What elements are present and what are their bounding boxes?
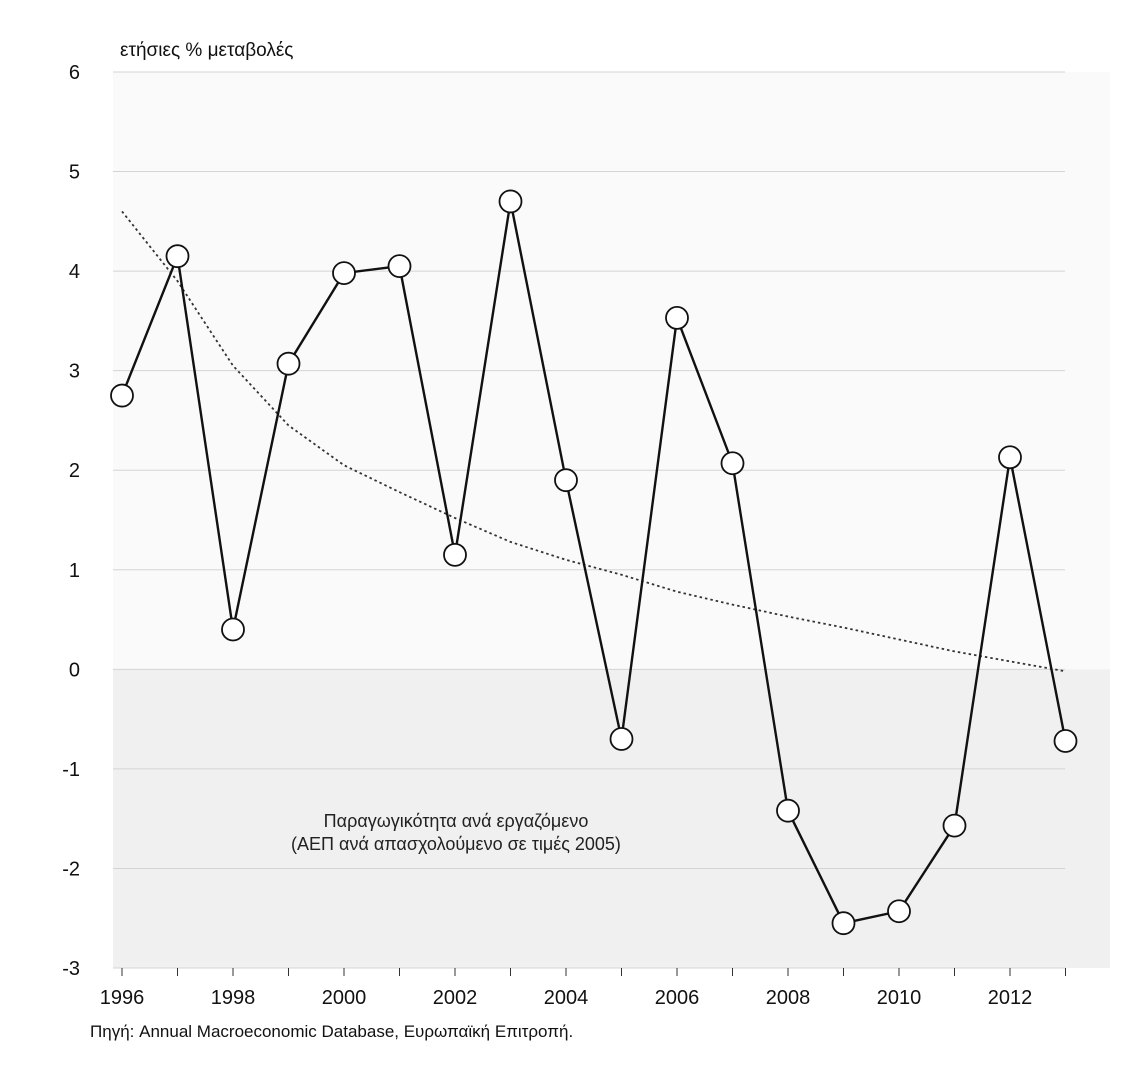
y-tick-label: 2 (69, 460, 80, 482)
data-point (110, 383, 134, 408)
x-tick-label: 2000 (322, 987, 367, 1009)
x-tick-label: 1998 (211, 987, 256, 1009)
annotation-line-1: Παραγωγικότητα ανά εργαζόμενο (324, 811, 589, 831)
data-point (609, 727, 634, 751)
x-tick-label: 1996 (100, 987, 145, 1009)
data-point (387, 254, 412, 279)
data-point (165, 244, 190, 269)
data-point (942, 813, 967, 838)
annotation-line-2: (ΑΕΠ ανά απασχολούμενο σε τιμές 2005) (291, 834, 621, 854)
data-point (887, 899, 911, 924)
data-point (720, 451, 745, 476)
x-tick-label: 2006 (655, 987, 700, 1009)
x-axis-ticks: 1996 1998 2000 2002 2004 2006 2008 2010 2012 (100, 987, 1033, 1009)
y-tick-label: 3 (69, 361, 80, 383)
y-tick-label: 0 (69, 659, 80, 681)
y-tick-label: -1 (62, 759, 80, 781)
x-tick-label: 2004 (544, 987, 589, 1009)
x-tick-label: 2002 (433, 987, 478, 1009)
y-unit-label: ετήσιες % μεταβολές (120, 40, 293, 61)
data-point (443, 542, 467, 567)
data-point (221, 617, 245, 642)
x-tick-label: 2010 (877, 987, 922, 1009)
source-note: Πηγή: Annual Macroeconomic Database, Ευρ… (90, 1022, 573, 1041)
data-point (998, 445, 1022, 470)
data-point (831, 911, 856, 936)
y-tick-label: -2 (62, 858, 80, 880)
x-tick-label: 2008 (766, 987, 811, 1009)
data-point (332, 261, 356, 286)
y-tick-label: -3 (62, 958, 80, 980)
data-point (276, 351, 301, 376)
y-tick-label: 6 (69, 62, 80, 84)
x-tick-label: 2012 (988, 987, 1033, 1009)
data-point (1053, 729, 1078, 753)
trend-curve (121, 210, 1066, 673)
x-axis-tick-marks (121, 968, 1066, 976)
data-point (554, 468, 578, 493)
data-point (498, 189, 523, 214)
gridlines (113, 71, 1065, 969)
negative-value-band (113, 669, 1110, 968)
productivity-line (120, 201, 1067, 925)
y-tick-label: 1 (69, 560, 80, 582)
y-tick-label: 4 (69, 261, 80, 283)
y-axis-ticks: 6 5 4 3 2 1 0 -1 -2 -3 (62, 62, 80, 980)
y-tick-label: 5 (69, 162, 80, 184)
series-layer (110, 189, 1078, 936)
data-point (665, 306, 689, 330)
data-point (776, 798, 800, 823)
